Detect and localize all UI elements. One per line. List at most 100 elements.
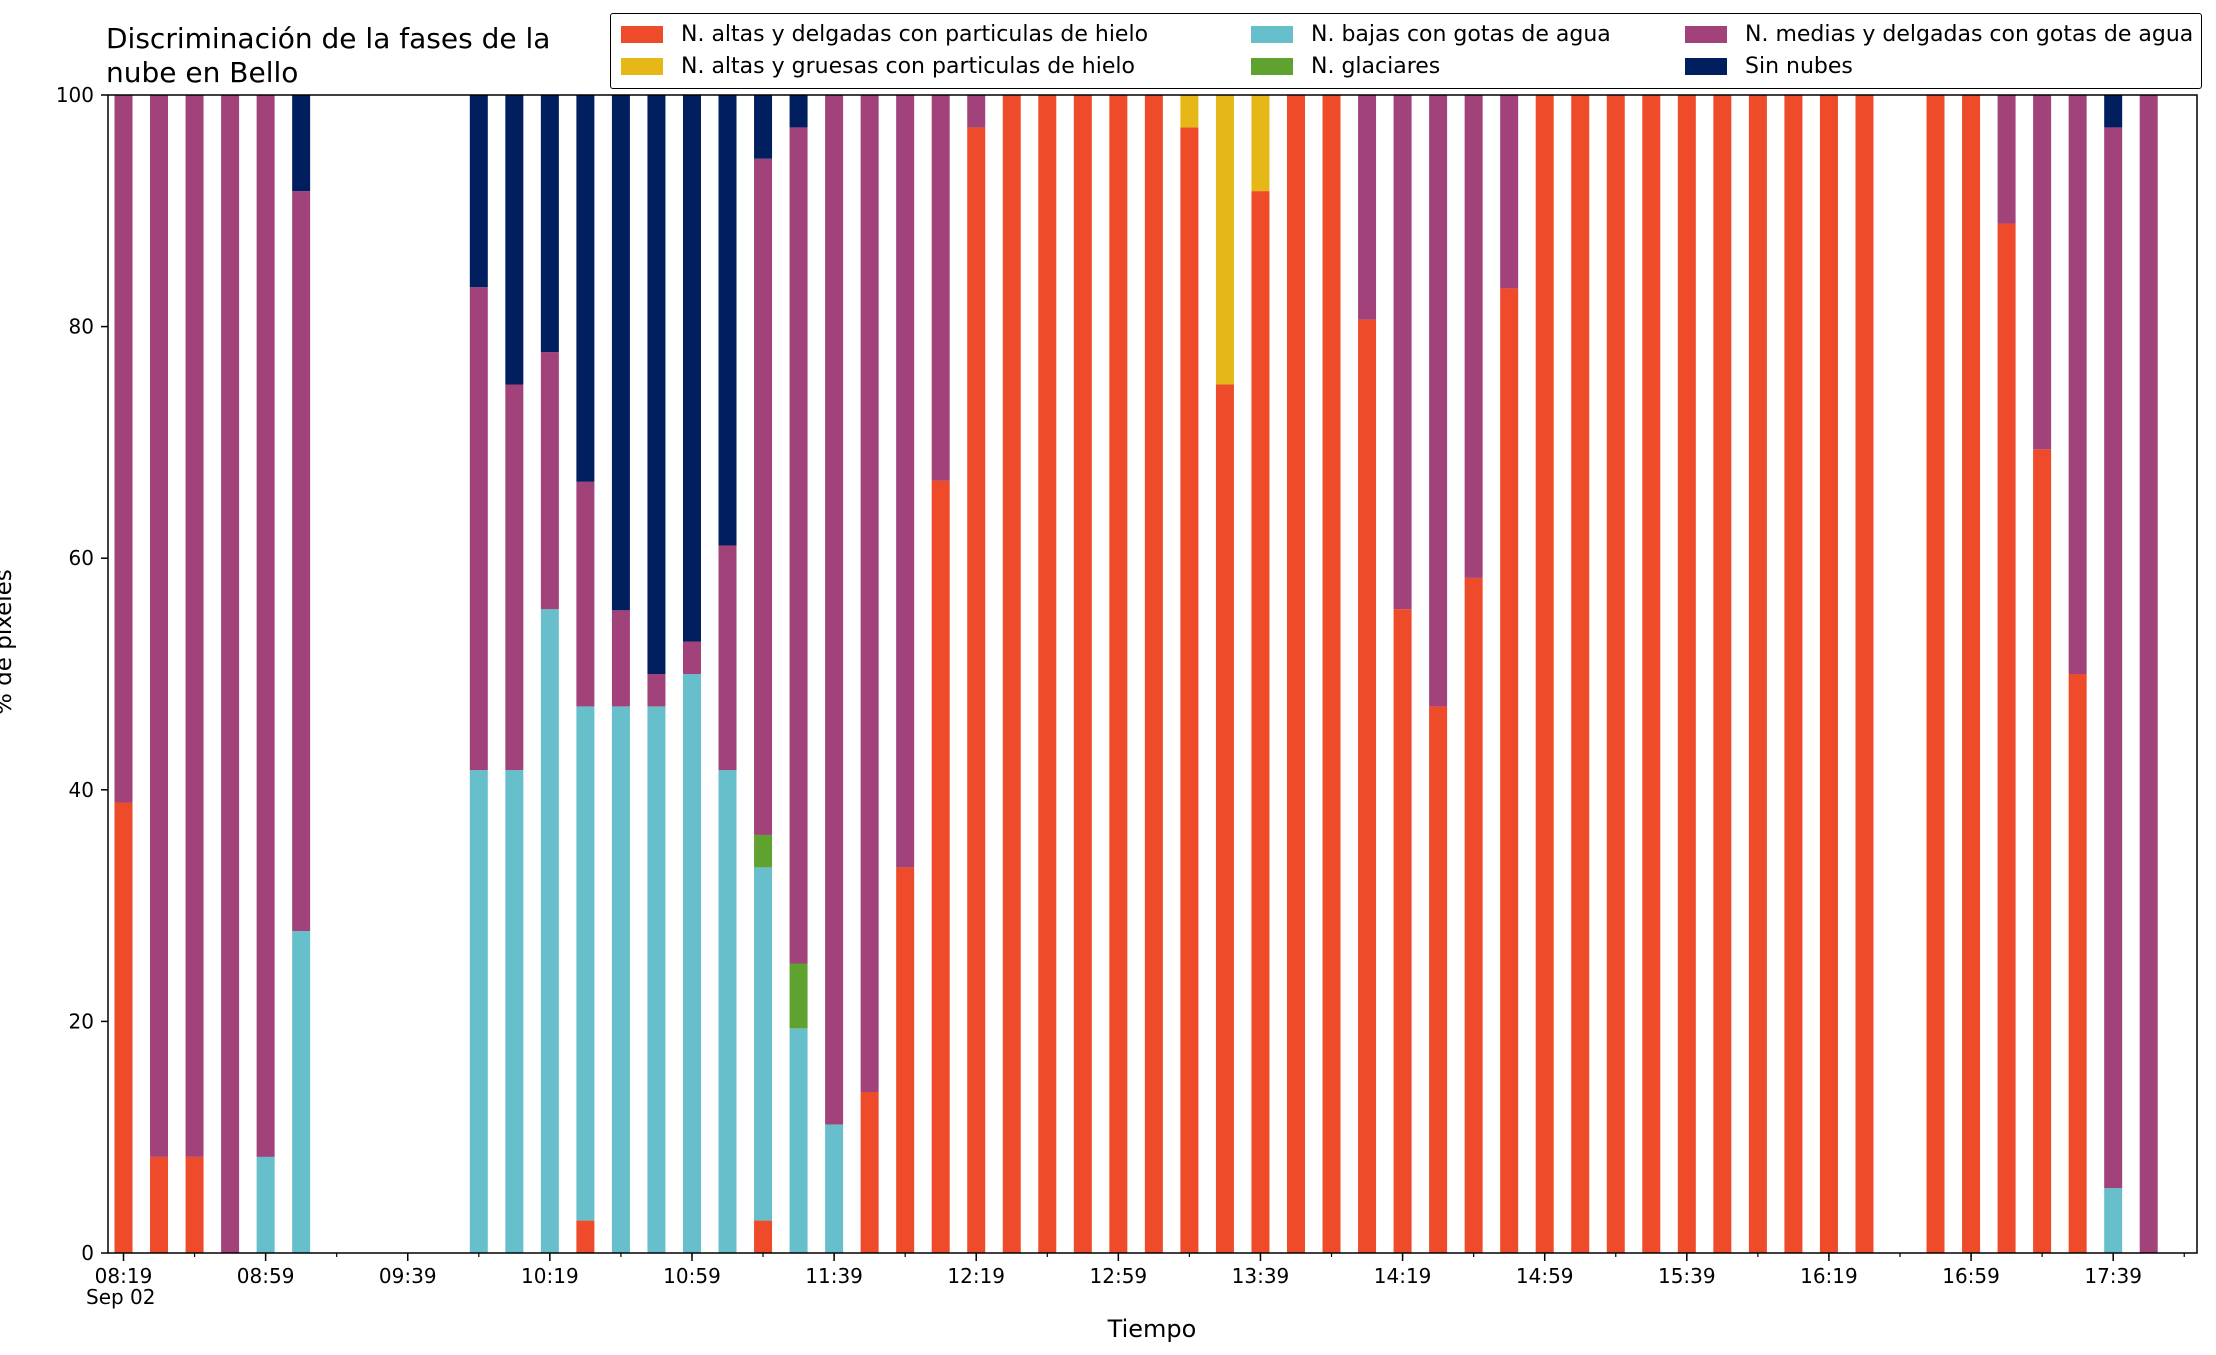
bar-segment <box>2104 95 2123 128</box>
bar-segment <box>256 95 275 1157</box>
bar-segment <box>754 1220 773 1253</box>
bar-segment <box>1642 95 1661 1253</box>
bar-segment <box>292 191 311 932</box>
legend-item-glaciares: N. glaciares <box>1251 51 1440 81</box>
bar-segment <box>1855 95 1874 1253</box>
bar-segment <box>789 127 808 964</box>
x-tick-label: 16:59 <box>1942 1264 2000 1288</box>
bar-segment <box>611 95 630 611</box>
bar-segment <box>150 1156 169 1253</box>
bar-segment <box>718 545 737 771</box>
bar-segment <box>1393 95 1412 610</box>
bar-segment <box>1997 223 2016 1253</box>
x-tick-label: 14:19 <box>1374 1264 1432 1288</box>
y-tick-label: 100 <box>56 83 94 107</box>
y-tick-label: 20 <box>69 1009 94 1033</box>
bar-segment <box>860 1092 879 1253</box>
legend-label: N. altas y delgadas con particulas de hi… <box>681 21 1149 47</box>
bar-segment <box>1535 95 1554 1253</box>
legend-swatch <box>621 25 663 43</box>
x-tick-label: 10:59 <box>663 1264 721 1288</box>
bar-segment <box>789 95 808 128</box>
bar-segment <box>1251 95 1270 192</box>
bar-segment <box>1215 384 1234 1253</box>
bar-segment <box>256 1156 275 1253</box>
legend-swatch <box>621 57 663 75</box>
bar-segment <box>505 770 524 1253</box>
chart-title: Discriminación de la fases de la nube en… <box>106 22 550 90</box>
bar-segment <box>931 480 950 1253</box>
bar-segment <box>469 287 488 771</box>
x-tick-label: 08:59 <box>237 1264 295 1288</box>
bar-segment <box>540 95 559 353</box>
bar-segment <box>682 641 701 674</box>
y-tick-label: 60 <box>69 546 94 570</box>
bar-segment <box>1002 95 1021 1253</box>
bar-segment <box>789 1028 808 1253</box>
bar-segment <box>967 95 986 128</box>
bar-segment <box>2033 95 2052 450</box>
y-axis-label: % de pixeles <box>0 569 17 715</box>
legend-item-bajas: N. bajas con gotas de agua <box>1251 19 1611 49</box>
x-tick-label: 08:19 <box>95 1264 153 1288</box>
bar-segment <box>505 95 524 385</box>
bar-segment <box>1500 95 1519 289</box>
bar-segment <box>896 867 915 1253</box>
bar-segment <box>1038 95 1057 1253</box>
bar-segment <box>1358 95 1377 320</box>
bar-segment <box>114 95 133 803</box>
bar-segment <box>718 770 737 1253</box>
x-tick-label: 13:39 <box>1232 1264 1290 1288</box>
bar-segment <box>611 610 630 707</box>
legend-label: N. medias y delgadas con gotas de agua <box>1745 21 2194 47</box>
bar-segment <box>1784 95 1803 1253</box>
bar-segment <box>1429 706 1448 1253</box>
x-tick-label: 14:59 <box>1516 1264 1574 1288</box>
bar-segment <box>1713 95 1732 1253</box>
bar-segment <box>754 867 773 1221</box>
x-tick-label: 12:19 <box>947 1264 1005 1288</box>
bar-segment <box>2139 95 2158 1253</box>
bar-segment <box>682 95 701 642</box>
bar-segment <box>754 158 773 835</box>
bar-segment <box>1926 95 1945 1253</box>
bar-segment <box>1464 95 1483 578</box>
ticks-layer: 0 20 40 60 80 100 08:19 08:59 09:39 10:19 10:59 11:… <box>56 83 2185 1288</box>
bar-segment <box>576 706 595 1221</box>
bar-segment <box>2068 95 2087 674</box>
bar-segment <box>469 95 488 288</box>
bar-segment <box>2104 1188 2123 1253</box>
bar-segment <box>2068 674 2087 1253</box>
bar-segment <box>754 834 773 868</box>
x-tick-label: 12:59 <box>1090 1264 1148 1288</box>
bar-segment <box>896 95 915 868</box>
legend-swatch <box>1685 57 1727 75</box>
bar-segment <box>1500 288 1519 1253</box>
bar-segment <box>647 95 666 674</box>
bar-segment <box>540 609 559 1253</box>
legend-label: N. bajas con gotas de agua <box>1311 21 1611 47</box>
legend-swatch <box>1251 57 1293 75</box>
bar-segment <box>718 95 737 546</box>
bar-segment <box>576 95 595 482</box>
bar-segment <box>754 95 773 159</box>
x-tick-label: 17:39 <box>2084 1264 2142 1288</box>
bar-segment <box>150 95 169 1157</box>
bar-segment <box>576 481 595 707</box>
bar-segment <box>114 802 133 1253</box>
bar-segment <box>1251 191 1270 1254</box>
bar-segment <box>1997 95 2016 224</box>
bar-segment <box>1962 95 1981 1253</box>
bar-segment <box>611 706 630 1253</box>
bar-segment <box>1748 95 1767 1253</box>
x-tick-label: 10:19 <box>521 1264 579 1288</box>
bar-segment <box>1819 95 1838 1253</box>
x-tick-label: 16:19 <box>1800 1264 1858 1288</box>
bar-segment <box>185 95 204 1157</box>
bar-segment <box>825 1124 844 1253</box>
bar-segment <box>1677 95 1696 1253</box>
x-tick-label: 09:39 <box>379 1264 437 1288</box>
legend-item-altas-gruesas: N. altas y gruesas con particulas de hie… <box>621 51 1135 81</box>
bar-segment <box>2104 127 2123 1189</box>
bar-segment <box>1393 609 1412 1253</box>
